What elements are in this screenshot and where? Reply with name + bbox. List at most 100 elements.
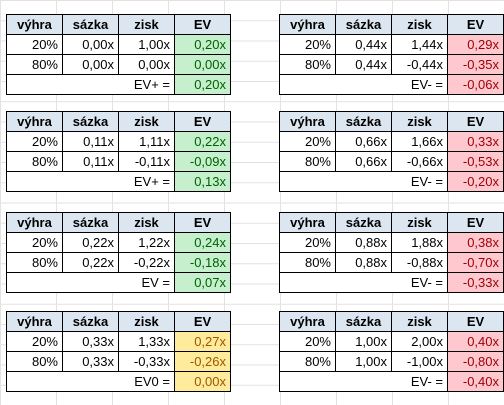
cell-bet[interactable]: 0,33x: [62, 331, 118, 351]
cell-profit[interactable]: 1,88x: [391, 232, 447, 252]
header-profit[interactable]: zisk: [391, 111, 447, 131]
cell-ev[interactable]: 0,40x: [447, 331, 503, 351]
cell-ev[interactable]: -0,18x: [174, 252, 230, 272]
cell-bet[interactable]: 0,22x: [62, 232, 118, 252]
cell-bet[interactable]: 0,11x: [62, 131, 118, 151]
cell-win[interactable]: 20%: [279, 232, 335, 252]
sum-label[interactable]: EV+ =: [6, 74, 174, 94]
cell-ev[interactable]: 0,24x: [174, 232, 230, 252]
cell-win[interactable]: 20%: [6, 34, 62, 54]
cell-bet[interactable]: 0,44x: [335, 54, 391, 74]
header-profit[interactable]: zisk: [391, 311, 447, 331]
cell-profit[interactable]: 1,33x: [118, 331, 174, 351]
cell-profit[interactable]: -0,11x: [118, 151, 174, 171]
header-ev[interactable]: EV: [447, 14, 503, 34]
header-bet[interactable]: sázka: [335, 111, 391, 131]
sum-value[interactable]: -0,33x: [447, 272, 503, 292]
cell-ev[interactable]: -0,26x: [174, 351, 230, 371]
cell-ev[interactable]: -0,80x: [447, 351, 503, 371]
cell-win[interactable]: 20%: [279, 331, 335, 351]
header-ev[interactable]: EV: [447, 111, 503, 131]
cell-bet[interactable]: 0,44x: [335, 34, 391, 54]
header-bet[interactable]: sázka: [62, 14, 118, 34]
cell-win[interactable]: 80%: [279, 54, 335, 74]
cell-bet[interactable]: 0,33x: [62, 351, 118, 371]
header-profit[interactable]: zisk: [391, 212, 447, 232]
cell-win[interactable]: 20%: [279, 131, 335, 151]
cell-ev[interactable]: 0,20x: [174, 34, 230, 54]
header-bet[interactable]: sázka: [62, 311, 118, 331]
header-bet[interactable]: sázka: [62, 111, 118, 131]
header-bet[interactable]: sázka: [335, 212, 391, 232]
header-win[interactable]: výhra: [279, 14, 335, 34]
cell-profit[interactable]: 1,66x: [391, 131, 447, 151]
header-profit[interactable]: zisk: [118, 212, 174, 232]
cell-win[interactable]: 80%: [279, 351, 335, 371]
cell-profit[interactable]: -0,22x: [118, 252, 174, 272]
cell-profit[interactable]: 1,11x: [118, 131, 174, 151]
cell-profit[interactable]: -0,33x: [118, 351, 174, 371]
cell-ev[interactable]: -0,53x: [447, 151, 503, 171]
cell-win[interactable]: 80%: [6, 351, 62, 371]
sum-label[interactable]: EV0 =: [6, 371, 174, 391]
sum-label[interactable]: EV- =: [279, 171, 447, 191]
cell-profit[interactable]: -1,00x: [391, 351, 447, 371]
header-profit[interactable]: zisk: [391, 14, 447, 34]
cell-bet[interactable]: 0,11x: [62, 151, 118, 171]
header-win[interactable]: výhra: [6, 212, 62, 232]
cell-profit[interactable]: -0,66x: [391, 151, 447, 171]
header-ev[interactable]: EV: [174, 111, 230, 131]
header-win[interactable]: výhra: [279, 212, 335, 232]
header-profit[interactable]: zisk: [118, 311, 174, 331]
sum-value[interactable]: -0,40x: [447, 371, 503, 391]
cell-win[interactable]: 80%: [279, 252, 335, 272]
cell-bet[interactable]: 0,66x: [335, 131, 391, 151]
header-ev[interactable]: EV: [174, 311, 230, 331]
cell-win[interactable]: 20%: [6, 232, 62, 252]
cell-bet[interactable]: 0,88x: [335, 252, 391, 272]
cell-win[interactable]: 80%: [6, 252, 62, 272]
header-win[interactable]: výhra: [6, 14, 62, 34]
cell-ev[interactable]: -0,35x: [447, 54, 503, 74]
sum-label[interactable]: EV =: [6, 272, 174, 292]
sum-value[interactable]: -0,06x: [447, 74, 503, 94]
sum-value[interactable]: 0,07x: [174, 272, 230, 292]
header-bet[interactable]: sázka: [335, 14, 391, 34]
cell-win[interactable]: 20%: [6, 131, 62, 151]
cell-profit[interactable]: 1,44x: [391, 34, 447, 54]
cell-ev[interactable]: -0,70x: [447, 252, 503, 272]
cell-bet[interactable]: 0,00x: [62, 54, 118, 74]
cell-ev[interactable]: 0,33x: [447, 131, 503, 151]
cell-profit[interactable]: 2,00x: [391, 331, 447, 351]
cell-win[interactable]: 80%: [6, 151, 62, 171]
sum-value[interactable]: 0,20x: [174, 74, 230, 94]
cell-bet[interactable]: 0,88x: [335, 232, 391, 252]
header-win[interactable]: výhra: [6, 111, 62, 131]
cell-ev[interactable]: -0,09x: [174, 151, 230, 171]
sum-value[interactable]: 0,13x: [174, 171, 230, 191]
cell-ev[interactable]: 0,00x: [174, 54, 230, 74]
cell-win[interactable]: 80%: [279, 151, 335, 171]
sum-label[interactable]: EV- =: [279, 272, 447, 292]
header-ev[interactable]: EV: [447, 311, 503, 331]
sum-label[interactable]: EV+ =: [6, 171, 174, 191]
cell-bet[interactable]: 1,00x: [335, 331, 391, 351]
cell-profit[interactable]: 1,22x: [118, 232, 174, 252]
sum-value[interactable]: -0,20x: [447, 171, 503, 191]
cell-ev[interactable]: 0,27x: [174, 331, 230, 351]
sum-value[interactable]: 0,00x: [174, 371, 230, 391]
header-profit[interactable]: zisk: [118, 14, 174, 34]
cell-profit[interactable]: -0,44x: [391, 54, 447, 74]
sum-label[interactable]: EV- =: [279, 74, 447, 94]
header-bet[interactable]: sázka: [335, 311, 391, 331]
cell-ev[interactable]: 0,38x: [447, 232, 503, 252]
cell-bet[interactable]: 1,00x: [335, 351, 391, 371]
header-win[interactable]: výhra: [279, 311, 335, 331]
header-ev[interactable]: EV: [447, 212, 503, 232]
cell-profit[interactable]: 0,00x: [118, 54, 174, 74]
cell-win[interactable]: 20%: [6, 331, 62, 351]
header-ev[interactable]: EV: [174, 14, 230, 34]
header-win[interactable]: výhra: [6, 311, 62, 331]
cell-bet[interactable]: 0,00x: [62, 34, 118, 54]
header-ev[interactable]: EV: [174, 212, 230, 232]
